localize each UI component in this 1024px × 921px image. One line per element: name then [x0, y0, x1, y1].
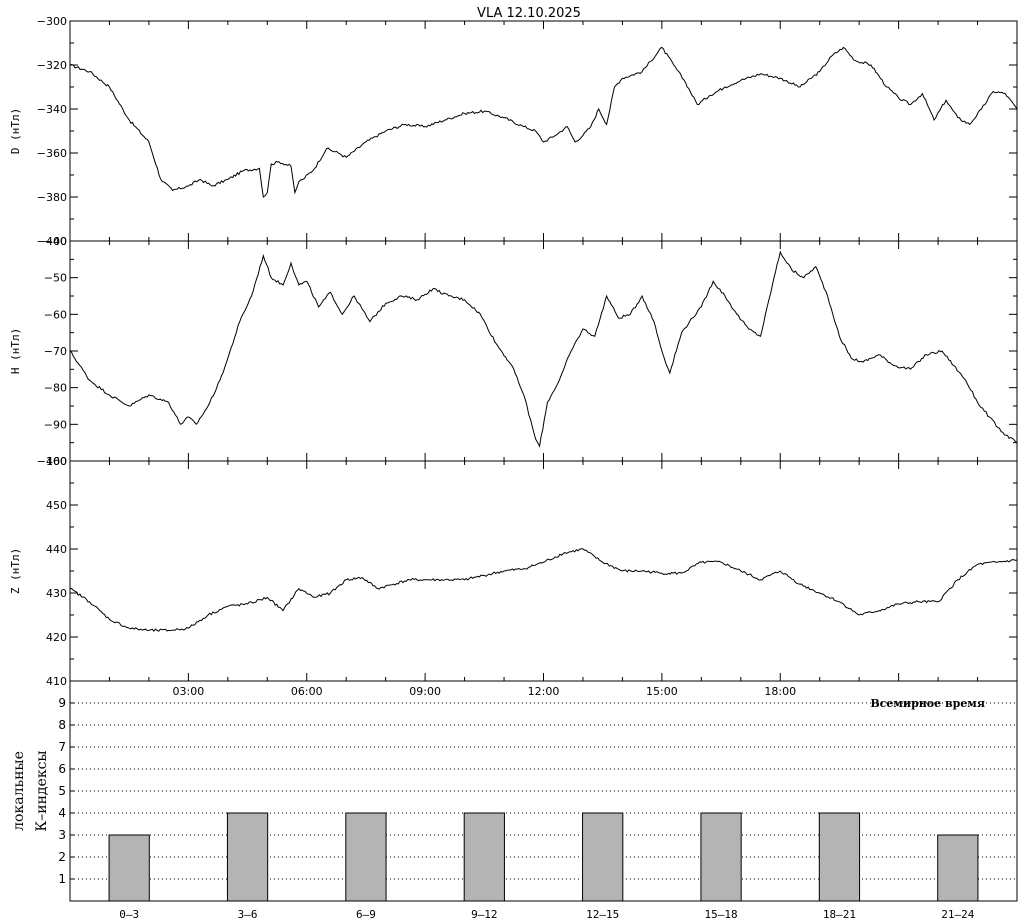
y-tick-label: −50	[44, 272, 67, 285]
y-tick-label: −380	[37, 191, 67, 204]
y-tick-label: −100	[37, 455, 67, 468]
k-category-label: 9–12	[471, 908, 498, 921]
series-line-H	[69, 250, 1018, 448]
k-bar	[818, 812, 861, 902]
panel-D: −400 −380 −360 −340 −320 −300 D (нТл)	[9, 15, 1018, 248]
chart-title: VLA 12.10.2025	[477, 6, 581, 21]
k-category-label: 6–9	[356, 908, 376, 921]
k-y-tick-label: 9	[58, 696, 66, 710]
panel-Z: 410 420 430 440 450 460 Z (нТл)	[9, 455, 1018, 688]
k-y-axis-label-2: К–индексы	[34, 750, 50, 831]
y-axis-label: H (нТл)	[9, 328, 22, 374]
k-y-tick-label: 4	[58, 806, 66, 820]
time-tick-label: 03:00	[173, 685, 205, 698]
panel-frame	[69, 240, 1018, 462]
k-category-label: 3–6	[238, 908, 258, 921]
k-y-tick-label: 8	[58, 718, 66, 732]
panel-frame	[69, 20, 1018, 242]
k-y-tick-label: 2	[58, 850, 66, 864]
k-bar	[700, 812, 742, 902]
k-bar	[226, 812, 269, 902]
time-axis-label: Всемирное время	[870, 697, 985, 710]
k-category-label: 0–3	[119, 908, 139, 921]
k-y-tick-label: 6	[58, 762, 66, 776]
y-tick-label: −80	[44, 382, 67, 395]
panel-frame	[69, 680, 1018, 902]
k-bar	[937, 834, 979, 902]
y-tick-label: 410	[46, 675, 67, 688]
y-tick-label: −60	[44, 308, 67, 321]
k-y-tick-label: 7	[58, 740, 66, 754]
y-tick-label: 430	[46, 587, 67, 600]
y-tick-label: 450	[46, 499, 67, 512]
panels: −400 −380 −360 −340 −320 −300 D (нТл) −100 −90 −8…	[9, 15, 1018, 921]
y-tick-label: −70	[44, 345, 67, 358]
time-tick-label: 12:00	[528, 685, 560, 698]
k-bar	[345, 812, 387, 902]
series-line-Z	[69, 548, 1018, 632]
k-category-label: 15–18	[705, 908, 738, 921]
y-tick-label: 460	[46, 455, 67, 468]
k-y-tick-label: 3	[58, 828, 66, 842]
y-tick-label: 440	[46, 543, 67, 556]
k-category-label: 21–24	[941, 908, 974, 921]
y-tick-label: −360	[37, 147, 67, 160]
panel-H: −100 −90 −80 −70 −60 −50 −40 H (нТл)	[9, 235, 1018, 468]
k-y-tick-label: 1	[58, 872, 66, 886]
k-category-label: 18–21	[823, 908, 856, 921]
k-bar	[108, 834, 150, 902]
time-tick-label: 18:00	[764, 685, 796, 698]
y-tick-label: −340	[37, 103, 67, 116]
y-tick-label: 420	[46, 631, 67, 644]
y-tick-label: −90	[44, 418, 67, 431]
panel-frame	[69, 460, 1018, 682]
time-tick-label: 06:00	[291, 685, 323, 698]
y-tick-label: −40	[44, 235, 67, 248]
k-category-label: 12–15	[586, 908, 619, 921]
time-tick-label: 09:00	[409, 685, 441, 698]
series-line-D	[69, 46, 1018, 198]
k-bar	[463, 812, 505, 902]
k-y-axis-label: локальные	[11, 751, 27, 831]
k-bar	[582, 812, 624, 902]
y-axis-label: D (нТл)	[9, 108, 22, 154]
y-tick-label: −300	[37, 15, 67, 28]
y-axis-label: Z (нТл)	[9, 548, 22, 594]
y-tick-label: −320	[37, 59, 67, 72]
y-tick-label: −400	[37, 235, 67, 248]
panel-K: 1 2 3 4 5 6 7 8 9 0–3 3–6 6–9 9–12 12–15 15–18 18–21 21–…	[11, 680, 1018, 921]
k-y-tick-label: 5	[58, 784, 66, 798]
time-tick-label: 15:00	[646, 685, 678, 698]
